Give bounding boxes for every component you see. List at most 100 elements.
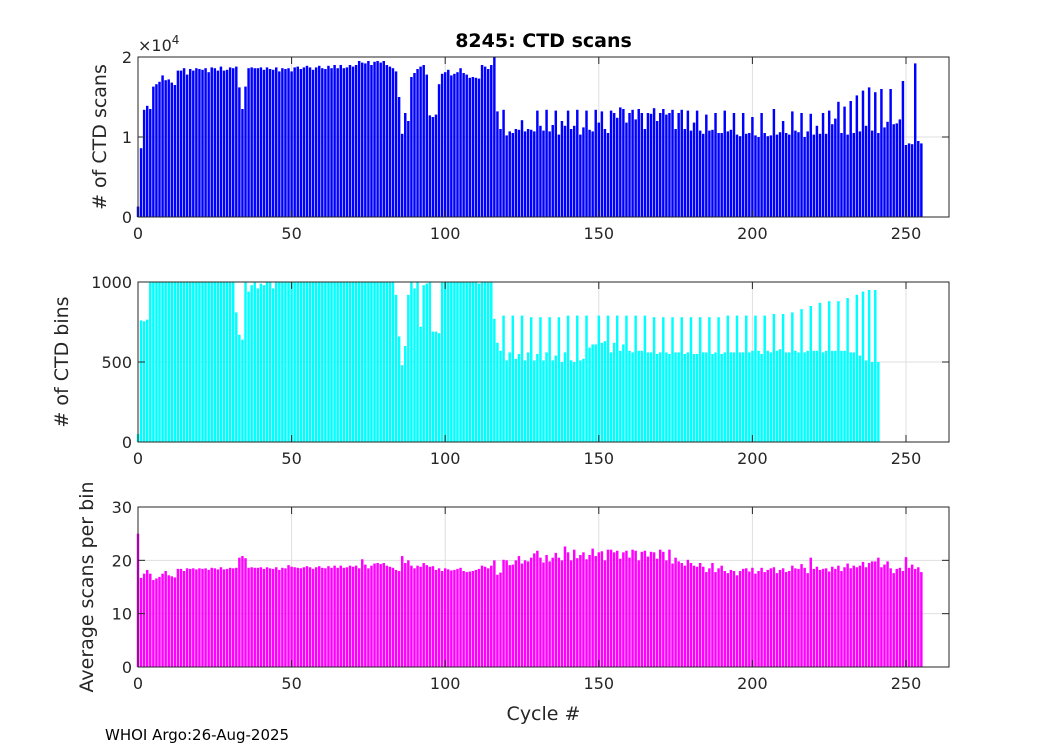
bar — [480, 565, 484, 667]
bar — [769, 568, 773, 667]
bar — [852, 133, 855, 217]
bar — [772, 109, 776, 217]
bar — [182, 282, 186, 442]
bar — [803, 352, 806, 442]
bar — [486, 282, 490, 442]
bar — [185, 282, 189, 442]
bar — [772, 567, 776, 667]
bar — [652, 552, 656, 667]
x-tick-label: 0 — [133, 224, 143, 243]
bar — [499, 350, 502, 442]
bar — [486, 568, 490, 667]
bar — [778, 569, 782, 667]
bar — [794, 130, 797, 217]
bar — [284, 568, 287, 667]
bar — [539, 317, 542, 442]
bar — [622, 344, 625, 442]
bar — [576, 315, 579, 442]
bar — [551, 360, 554, 442]
bar — [705, 572, 708, 667]
bar — [370, 65, 373, 217]
bar — [683, 565, 687, 667]
bar — [287, 565, 290, 667]
bar — [244, 282, 247, 442]
bar — [480, 65, 484, 217]
bar — [357, 282, 361, 442]
bar — [155, 578, 158, 667]
bar — [139, 577, 143, 667]
bar — [708, 130, 711, 217]
bar — [812, 350, 816, 442]
bar — [858, 131, 862, 217]
bar — [849, 352, 852, 442]
bar — [167, 575, 170, 667]
bar — [219, 282, 223, 442]
bar — [566, 110, 570, 217]
bar — [440, 282, 444, 442]
bar — [219, 66, 223, 217]
bar — [364, 282, 367, 442]
bar — [459, 68, 462, 217]
bar — [827, 571, 831, 667]
bar — [321, 282, 324, 442]
bar — [443, 282, 447, 442]
bar — [840, 350, 843, 442]
bar — [643, 129, 647, 217]
bar — [818, 302, 822, 442]
bar — [465, 74, 468, 217]
bar — [594, 109, 597, 217]
bar — [179, 70, 183, 217]
bar — [659, 113, 662, 217]
bar — [757, 137, 760, 217]
bar — [376, 282, 379, 442]
bar — [462, 73, 465, 217]
bar — [232, 568, 235, 667]
bar — [652, 317, 656, 442]
bar — [542, 562, 545, 667]
bar — [447, 569, 450, 667]
exponent-base: ×10 — [138, 36, 172, 55]
y-axis-label: # of CTD bins — [51, 296, 73, 427]
bar — [351, 566, 355, 667]
bar — [659, 352, 662, 442]
bar — [603, 129, 607, 217]
bar — [235, 66, 238, 217]
bar — [413, 73, 416, 217]
bar — [877, 133, 880, 217]
bar — [717, 317, 720, 442]
bar — [188, 568, 192, 667]
bar — [327, 282, 330, 442]
bar — [797, 352, 800, 442]
bar — [870, 561, 874, 667]
bar — [164, 282, 167, 442]
x-tick-label: 250 — [891, 224, 922, 243]
bar — [204, 568, 207, 667]
bar — [603, 560, 607, 667]
bar — [490, 282, 493, 442]
bar — [185, 568, 189, 667]
bar — [179, 282, 183, 442]
bar — [563, 352, 567, 442]
bar — [247, 567, 250, 667]
y-axis-label: Average scans per bin — [76, 481, 98, 692]
bar — [824, 133, 828, 217]
bar — [210, 67, 213, 218]
x-axis-label: Cycle # — [507, 703, 581, 725]
bar — [612, 552, 616, 667]
chart-title: 8245: CTD scans — [455, 30, 632, 52]
bar — [459, 567, 462, 667]
bar — [594, 344, 597, 442]
bar — [256, 68, 260, 217]
bar — [511, 133, 515, 217]
bar — [238, 557, 241, 667]
y-tick-label: 2 — [122, 48, 132, 67]
bar — [176, 568, 180, 667]
bar — [361, 559, 364, 667]
bar — [566, 315, 570, 442]
bar — [453, 569, 456, 667]
bar — [508, 131, 511, 217]
bar — [649, 113, 653, 217]
bar — [241, 109, 244, 217]
bar — [201, 568, 204, 667]
bar — [609, 549, 613, 667]
